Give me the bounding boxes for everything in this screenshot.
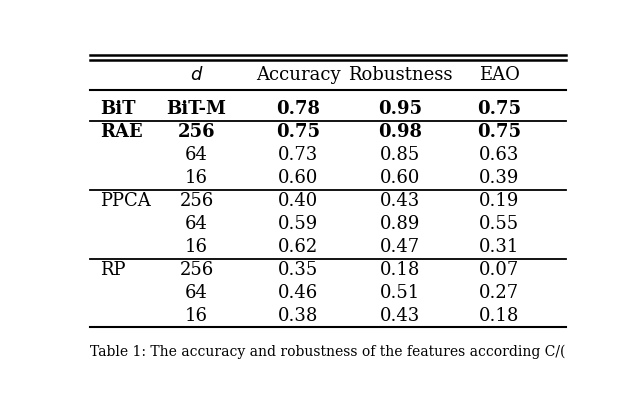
Text: 0.18: 0.18 [380,261,420,278]
Text: 0.98: 0.98 [378,123,422,141]
Text: 64: 64 [185,215,208,233]
Text: 256: 256 [178,123,216,141]
Text: 0.59: 0.59 [278,215,318,233]
Text: 0.95: 0.95 [378,100,422,118]
Text: 0.75: 0.75 [477,100,521,118]
Text: Accuracy: Accuracy [256,66,340,84]
Text: BiT: BiT [100,100,135,118]
Text: 0.27: 0.27 [479,284,519,301]
Text: 0.62: 0.62 [278,238,318,256]
Text: BiT-M: BiT-M [166,100,227,118]
Text: 0.07: 0.07 [479,261,519,278]
Text: 0.75: 0.75 [276,123,320,141]
Text: 0.89: 0.89 [380,215,420,233]
Text: 0.43: 0.43 [380,192,420,210]
Text: 0.46: 0.46 [278,284,318,301]
Text: 0.55: 0.55 [479,215,519,233]
Text: $d$: $d$ [190,66,204,84]
Text: EAO: EAO [479,66,520,84]
Text: 0.47: 0.47 [380,238,420,256]
Text: PPCA: PPCA [100,192,150,210]
Text: 64: 64 [185,284,208,301]
Text: 0.60: 0.60 [278,169,319,187]
Text: 64: 64 [185,146,208,164]
Text: 256: 256 [179,192,214,210]
Text: 16: 16 [185,307,208,324]
Text: 0.51: 0.51 [380,284,420,301]
Text: 0.18: 0.18 [479,307,519,324]
Text: Table 1: The accuracy and robustness of the features according C/(: Table 1: The accuracy and robustness of … [90,345,565,359]
Text: 16: 16 [185,238,208,256]
Text: 16: 16 [185,169,208,187]
Text: 0.85: 0.85 [380,146,420,164]
Text: 0.78: 0.78 [276,100,320,118]
Text: 0.35: 0.35 [278,261,318,278]
Text: 0.38: 0.38 [278,307,319,324]
Text: RAE: RAE [100,123,143,141]
Text: 0.31: 0.31 [479,238,519,256]
Text: RP: RP [100,261,125,278]
Text: 0.19: 0.19 [479,192,519,210]
Text: 0.39: 0.39 [479,169,519,187]
Text: 256: 256 [179,261,214,278]
Text: 0.75: 0.75 [477,123,521,141]
Text: 0.60: 0.60 [380,169,420,187]
Text: 0.73: 0.73 [278,146,318,164]
Text: 0.63: 0.63 [479,146,519,164]
Text: Robustness: Robustness [348,66,452,84]
Text: 0.43: 0.43 [380,307,420,324]
Text: 0.40: 0.40 [278,192,318,210]
